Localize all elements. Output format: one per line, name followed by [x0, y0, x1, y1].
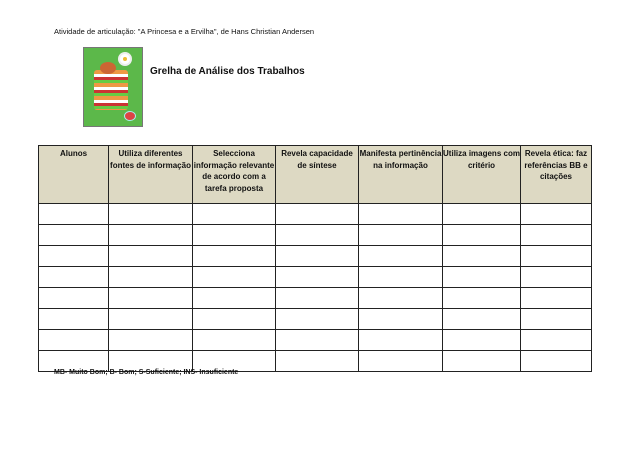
- table-cell: [442, 245, 521, 267]
- table-cell: [192, 308, 276, 330]
- table-cell: [442, 287, 521, 309]
- table-cell: [275, 350, 359, 372]
- table-cell: [358, 329, 443, 351]
- table-cell: [275, 203, 359, 225]
- table-cell: [442, 308, 521, 330]
- table-cell: [520, 308, 592, 330]
- table-cell: [358, 287, 443, 309]
- table-cell: [192, 329, 276, 351]
- table-row: [38, 329, 592, 351]
- table-cell: [38, 266, 109, 288]
- table-cell: [442, 203, 521, 225]
- table-cell: [108, 224, 193, 246]
- table-row: [38, 266, 592, 288]
- column-header: Selecciona informação relevante de acord…: [192, 145, 276, 204]
- table-cell: [275, 245, 359, 267]
- table-cell: [38, 329, 109, 351]
- column-header: Utiliza imagens com critério: [442, 145, 521, 204]
- table-cell: [358, 266, 443, 288]
- table-cell: [192, 266, 276, 288]
- table-row: [38, 350, 592, 372]
- grading-legend: MB- Muito Bom; B- Bom; S-Suficiente; INS…: [54, 369, 239, 376]
- table-cell: [108, 245, 193, 267]
- table-row: [38, 203, 592, 225]
- table-cell: [442, 224, 521, 246]
- table-cell: [442, 266, 521, 288]
- table-cell: [358, 203, 443, 225]
- table-cell: [520, 350, 592, 372]
- table-row: [38, 224, 592, 246]
- column-header: Utiliza diferentes fontes de informação: [108, 145, 193, 204]
- table-cell: [358, 350, 443, 372]
- document-subtitle: Atividade de articulação: "A Princesa e …: [54, 27, 315, 36]
- analysis-grid-table: Alunos Utiliza diferentes fontes de infor…: [38, 145, 592, 372]
- table-cell: [442, 350, 521, 372]
- table-cell: [38, 245, 109, 267]
- table-cell: [108, 203, 193, 225]
- table-cell: [108, 287, 193, 309]
- table-header-row: Alunos Utiliza diferentes fontes de infor…: [38, 145, 592, 204]
- table-cell: [192, 203, 276, 225]
- column-header: Revela capacidade de síntese: [275, 145, 359, 204]
- column-header: Manifesta pertinência na informação: [358, 145, 443, 204]
- table-cell: [275, 266, 359, 288]
- table-cell: [520, 245, 592, 267]
- table-row: [38, 308, 592, 330]
- table-cell: [358, 224, 443, 246]
- table-cell: [38, 224, 109, 246]
- table-cell: [358, 308, 443, 330]
- column-header: Alunos: [38, 145, 109, 204]
- table-cell: [192, 224, 276, 246]
- table-cell: [38, 308, 109, 330]
- table-cell: [108, 266, 193, 288]
- table-cell: [442, 329, 521, 351]
- table-cell: [520, 329, 592, 351]
- pea-shape: [124, 111, 136, 121]
- table-cell: [192, 287, 276, 309]
- table-cell: [520, 266, 592, 288]
- table-cell: [108, 329, 193, 351]
- page-title: Grelha de Análise dos Trabalhos: [150, 66, 305, 77]
- table-cell: [275, 308, 359, 330]
- table-cell: [520, 224, 592, 246]
- flower-shape: [120, 54, 130, 64]
- table-cell: [275, 224, 359, 246]
- table-row: [38, 287, 592, 309]
- column-header: Revela ética: faz referências BB e citaç…: [520, 145, 592, 204]
- table-cell: [520, 287, 592, 309]
- princess-shape: [100, 62, 116, 74]
- table-cell: [275, 287, 359, 309]
- table-row: [38, 245, 592, 267]
- table-cell: [520, 203, 592, 225]
- princess-and-pea-illustration: [83, 47, 143, 127]
- table-cell: [275, 329, 359, 351]
- table-cell: [358, 245, 443, 267]
- mattress-stack-shape: [94, 70, 128, 110]
- table-cell: [38, 287, 109, 309]
- table-cell: [108, 308, 193, 330]
- table-cell: [38, 203, 109, 225]
- table-cell: [192, 245, 276, 267]
